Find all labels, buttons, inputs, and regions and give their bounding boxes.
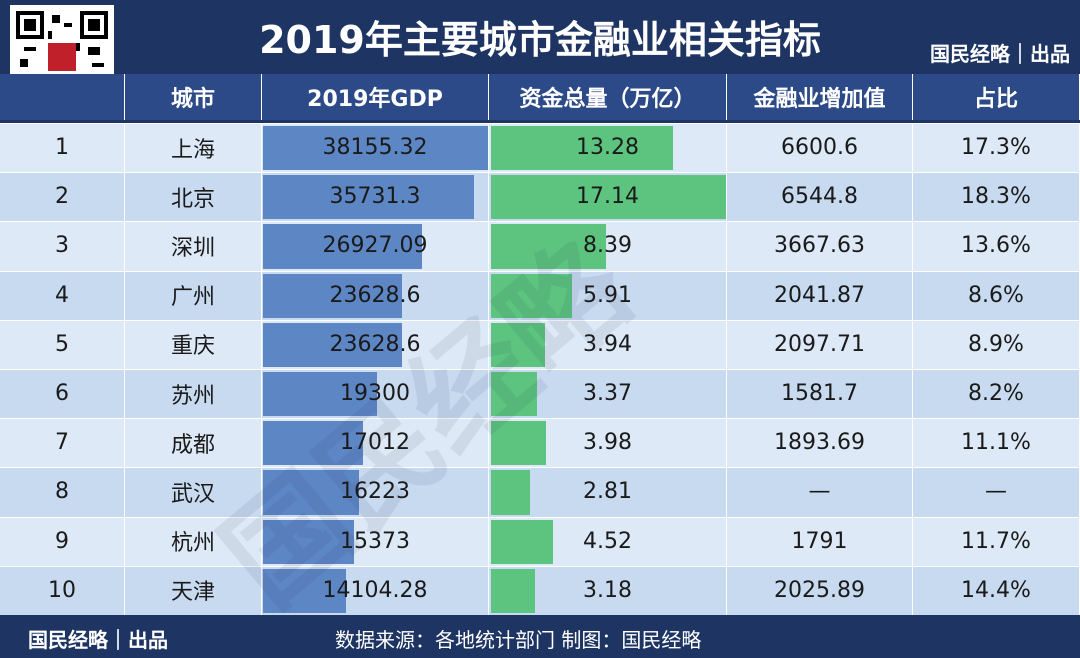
- capital-bar: [491, 126, 674, 171]
- table-cell: 17.3%: [913, 123, 1080, 173]
- table-row: [0, 565, 1080, 615]
- table-cell: 10: [0, 565, 125, 615]
- table-row: [0, 369, 1080, 419]
- table-cell: 深圳: [125, 221, 262, 271]
- gdp-bar: [263, 126, 488, 171]
- table-cell: 广州: [125, 270, 262, 320]
- table-cell: 8.6%: [913, 270, 1080, 320]
- capital-bar: [491, 470, 530, 515]
- footer-brand: 国民经略｜出品: [28, 628, 168, 652]
- table-cell: 6: [0, 369, 125, 419]
- column-header: 金融业增加值: [727, 74, 913, 120]
- gdp-bar: [263, 175, 474, 220]
- table-cell: 3.37: [489, 369, 727, 419]
- column-header: 城市: [125, 74, 262, 120]
- table-cell: 1: [0, 123, 125, 173]
- table-cell: 2025.89: [727, 565, 913, 615]
- gdp-bar: [263, 372, 377, 417]
- table-cell: 16223: [262, 467, 489, 517]
- table-cell: 9: [0, 516, 125, 566]
- capital-bar: [491, 519, 553, 564]
- table-cell: 13.28: [489, 123, 727, 173]
- column-header: 资金总量（万亿）: [489, 74, 727, 120]
- gdp-bar: [263, 273, 403, 318]
- table-cell: 4: [0, 270, 125, 320]
- gdp-bar: [263, 470, 359, 515]
- table-cell: 天津: [125, 565, 262, 615]
- table-cell: 18.3%: [913, 172, 1080, 222]
- table-cell: 13.6%: [913, 221, 1080, 271]
- table-cell: 11.7%: [913, 516, 1080, 566]
- gdp-bar: [263, 519, 354, 564]
- table-cell: 1893.69: [727, 418, 913, 468]
- gdp-bar: [263, 224, 422, 269]
- table-cell: 3.98: [489, 418, 727, 468]
- table-cell: 15373: [262, 516, 489, 566]
- table-cell: 8.2%: [913, 369, 1080, 419]
- table-cell: 上海: [125, 123, 262, 173]
- column-header: 2019年GDP: [262, 74, 489, 120]
- table-cell: 2041.87: [727, 270, 913, 320]
- capital-bar: [491, 175, 726, 220]
- table-cell: 23628.6: [262, 270, 489, 320]
- table-cell: 苏州: [125, 369, 262, 419]
- table-cell: 38155.32: [262, 123, 489, 173]
- table-cell: 1791: [727, 516, 913, 566]
- title: 2019年主要城市金融业相关指标: [259, 17, 821, 62]
- table-cell: 3667.63: [727, 221, 913, 271]
- table-cell: 6600.6: [727, 123, 913, 173]
- table-cell: 1581.7: [727, 369, 913, 419]
- table-cell: 35731.3: [262, 172, 489, 222]
- header-cell: [0, 74, 125, 120]
- table-cell: 8.9%: [913, 319, 1080, 369]
- source: 数据来源：各地统计部门 制图：国民经略: [335, 628, 702, 652]
- table-cell: 2097.71: [727, 319, 913, 369]
- table-cell: 5: [0, 319, 125, 369]
- gdp-bar: [263, 322, 403, 367]
- table-cell: 3.18: [489, 565, 727, 615]
- table-cell: —: [727, 467, 913, 517]
- table-cell: 17.14: [489, 172, 727, 222]
- table-cell: 4.52: [489, 516, 727, 566]
- capital-bar: [491, 568, 535, 613]
- table-cell: 2: [0, 172, 125, 222]
- table-cell: 19300: [262, 369, 489, 419]
- qr-code: [10, 5, 114, 109]
- table-cell: 26927.09: [262, 221, 489, 271]
- table-cell: 5.91: [489, 270, 727, 320]
- table-cell: 3: [0, 221, 125, 271]
- table: 城市 2019年GDP 资金总量（万亿） 金融业增加值 占比 1 上海 38155.32 13.…: [0, 74, 1080, 633]
- table-row: [0, 467, 1080, 517]
- table-cell: 23628.6: [262, 319, 489, 369]
- capital-bar: [491, 421, 546, 466]
- table-cell: 14.4%: [913, 565, 1080, 615]
- header-row: [0, 74, 1080, 120]
- table-cell: 8.39: [489, 221, 727, 271]
- column-header: 占比: [913, 74, 1080, 120]
- capital-bar: [491, 372, 538, 417]
- table-cell: 14104.28: [262, 565, 489, 615]
- table-cell: 杭州: [125, 516, 262, 566]
- brand: 国民经略｜出品: [930, 42, 1070, 66]
- capital-bar: [491, 322, 546, 367]
- table-cell: 成都: [125, 418, 262, 468]
- table-cell: —: [913, 467, 1080, 517]
- table-cell: 17012: [262, 418, 489, 468]
- table-cell: 重庆: [125, 319, 262, 369]
- table-cell: 8: [0, 467, 125, 517]
- table-cell: 2.81: [489, 467, 727, 517]
- gdp-bar: [263, 421, 364, 466]
- capital-bar: [491, 224, 607, 269]
- table-cell: 北京: [125, 172, 262, 222]
- table-cell: 3.94: [489, 319, 727, 369]
- table-cell: 7: [0, 418, 125, 468]
- gdp-bar: [263, 568, 347, 613]
- table-cell: 武汉: [125, 467, 262, 517]
- table-cell: 6544.8: [727, 172, 913, 222]
- table-cell: 11.1%: [913, 418, 1080, 468]
- capital-bar: [491, 273, 573, 318]
